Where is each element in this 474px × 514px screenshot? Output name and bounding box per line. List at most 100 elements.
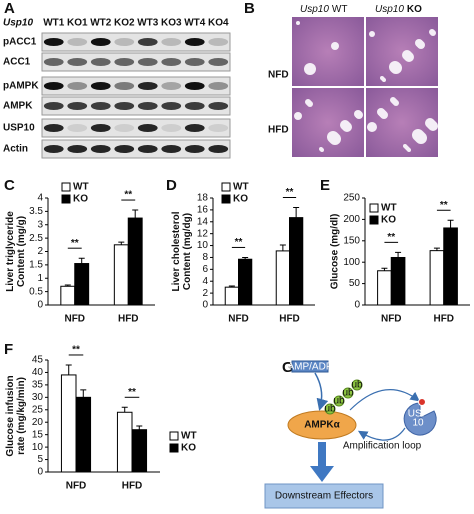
band [184,124,205,132]
bar [443,227,458,306]
y-axis-title: Content (mg/g) [16,216,27,287]
ubiquitin [342,387,354,399]
x-tick-label: NFD [228,314,249,325]
lipid-droplet [402,50,412,60]
bar [113,244,129,306]
band [208,38,229,46]
y-tick-label: 12 [197,228,209,239]
band [114,82,135,90]
band [208,124,229,132]
genotype: WT [332,4,348,15]
error-bar [136,425,143,430]
x-tick-label: NFD [64,314,85,325]
lipid-droplet [369,31,375,37]
error-bar [118,241,125,245]
significance-label: ** [72,345,80,356]
activation-arrow [314,372,329,411]
y-tick-label: 3.5 [29,206,43,217]
blot-row-label: AMPK [3,101,33,112]
blot-strip [41,96,231,116]
band [114,102,135,110]
band [208,58,229,66]
ubiquitin-label: ub [342,388,354,399]
row-label: HFD [268,125,289,136]
bar [429,250,445,306]
lipid-droplet [296,21,300,25]
panel-label: E [320,177,330,194]
enzyme-label: 10 [412,418,424,429]
error-bar [293,207,300,218]
input-box [291,360,329,373]
lipid-droplet [331,42,339,50]
y-tick-label: 1.5 [29,260,43,271]
y-tick-label: 250 [343,193,360,204]
x-tick-label: HFD [118,314,139,325]
legend-label: WT [233,182,249,193]
loop-arc-bottom [357,427,406,441]
legend-swatch [221,194,231,204]
y-tick-label: 200 [343,214,360,225]
band [208,145,229,153]
band [114,124,135,132]
error-bar [395,251,402,258]
effector-arrow [310,442,334,482]
band [161,145,182,153]
significance-label: ** [128,387,136,398]
error-bar [279,244,286,251]
row-label: NFD [268,70,289,81]
band [90,124,111,132]
panel-label: C [4,177,15,194]
x-tick-label: NFD [66,481,87,492]
band [90,102,111,110]
micrograph [292,88,364,157]
band [137,124,158,132]
ubiquitin-label: ub [351,380,363,391]
blot-strip [41,118,231,138]
band [184,102,205,110]
band [43,145,64,153]
legend-label: WT [381,203,397,214]
lipid-droplet [425,118,435,128]
lane-label: KO3 [161,18,182,29]
ubiquitin-label: ub [324,404,336,415]
y-tick-label: 18 [197,193,209,204]
output-label: Downstream Effectors [275,491,373,502]
y-tick-label: 0 [37,467,43,478]
y-tick-label: 45 [32,355,44,366]
legend-label: KO [233,194,248,205]
legend-label: KO [181,443,196,454]
blot-strip [41,139,231,159]
panel-label: A [4,0,15,17]
x-tick-label: HFD [433,314,454,325]
bar [60,285,76,306]
legend-swatch [369,203,379,213]
error-bar [228,285,235,288]
y-axis-title: Content (mg/dg) [182,213,193,290]
blot-row-label: Actin [3,144,28,155]
band [184,58,205,66]
legend-swatch [221,182,231,192]
y-tick-label: 3 [37,219,43,230]
y-tick-label: 4 [37,193,43,204]
y-tick-label: 2 [202,288,208,299]
error-bar [80,389,87,398]
band [161,124,182,132]
y-tick-label: 40 [32,367,44,378]
y-tick-label: 25 [32,404,44,415]
bar [116,411,133,473]
genotype: KO [407,4,422,15]
band [43,82,64,90]
bar [74,263,90,306]
band [161,58,182,66]
legend-swatch [61,182,71,192]
significance-label: ** [124,190,132,201]
y-tick-label: 1 [37,273,43,284]
legend-swatch [61,194,71,204]
band [161,102,182,110]
lane-label: WT3 [137,18,159,29]
panel-label: B [244,0,255,17]
lipid-droplet [304,63,316,75]
kinase-label: AMPKα [304,420,340,431]
blot-strip [41,52,231,72]
